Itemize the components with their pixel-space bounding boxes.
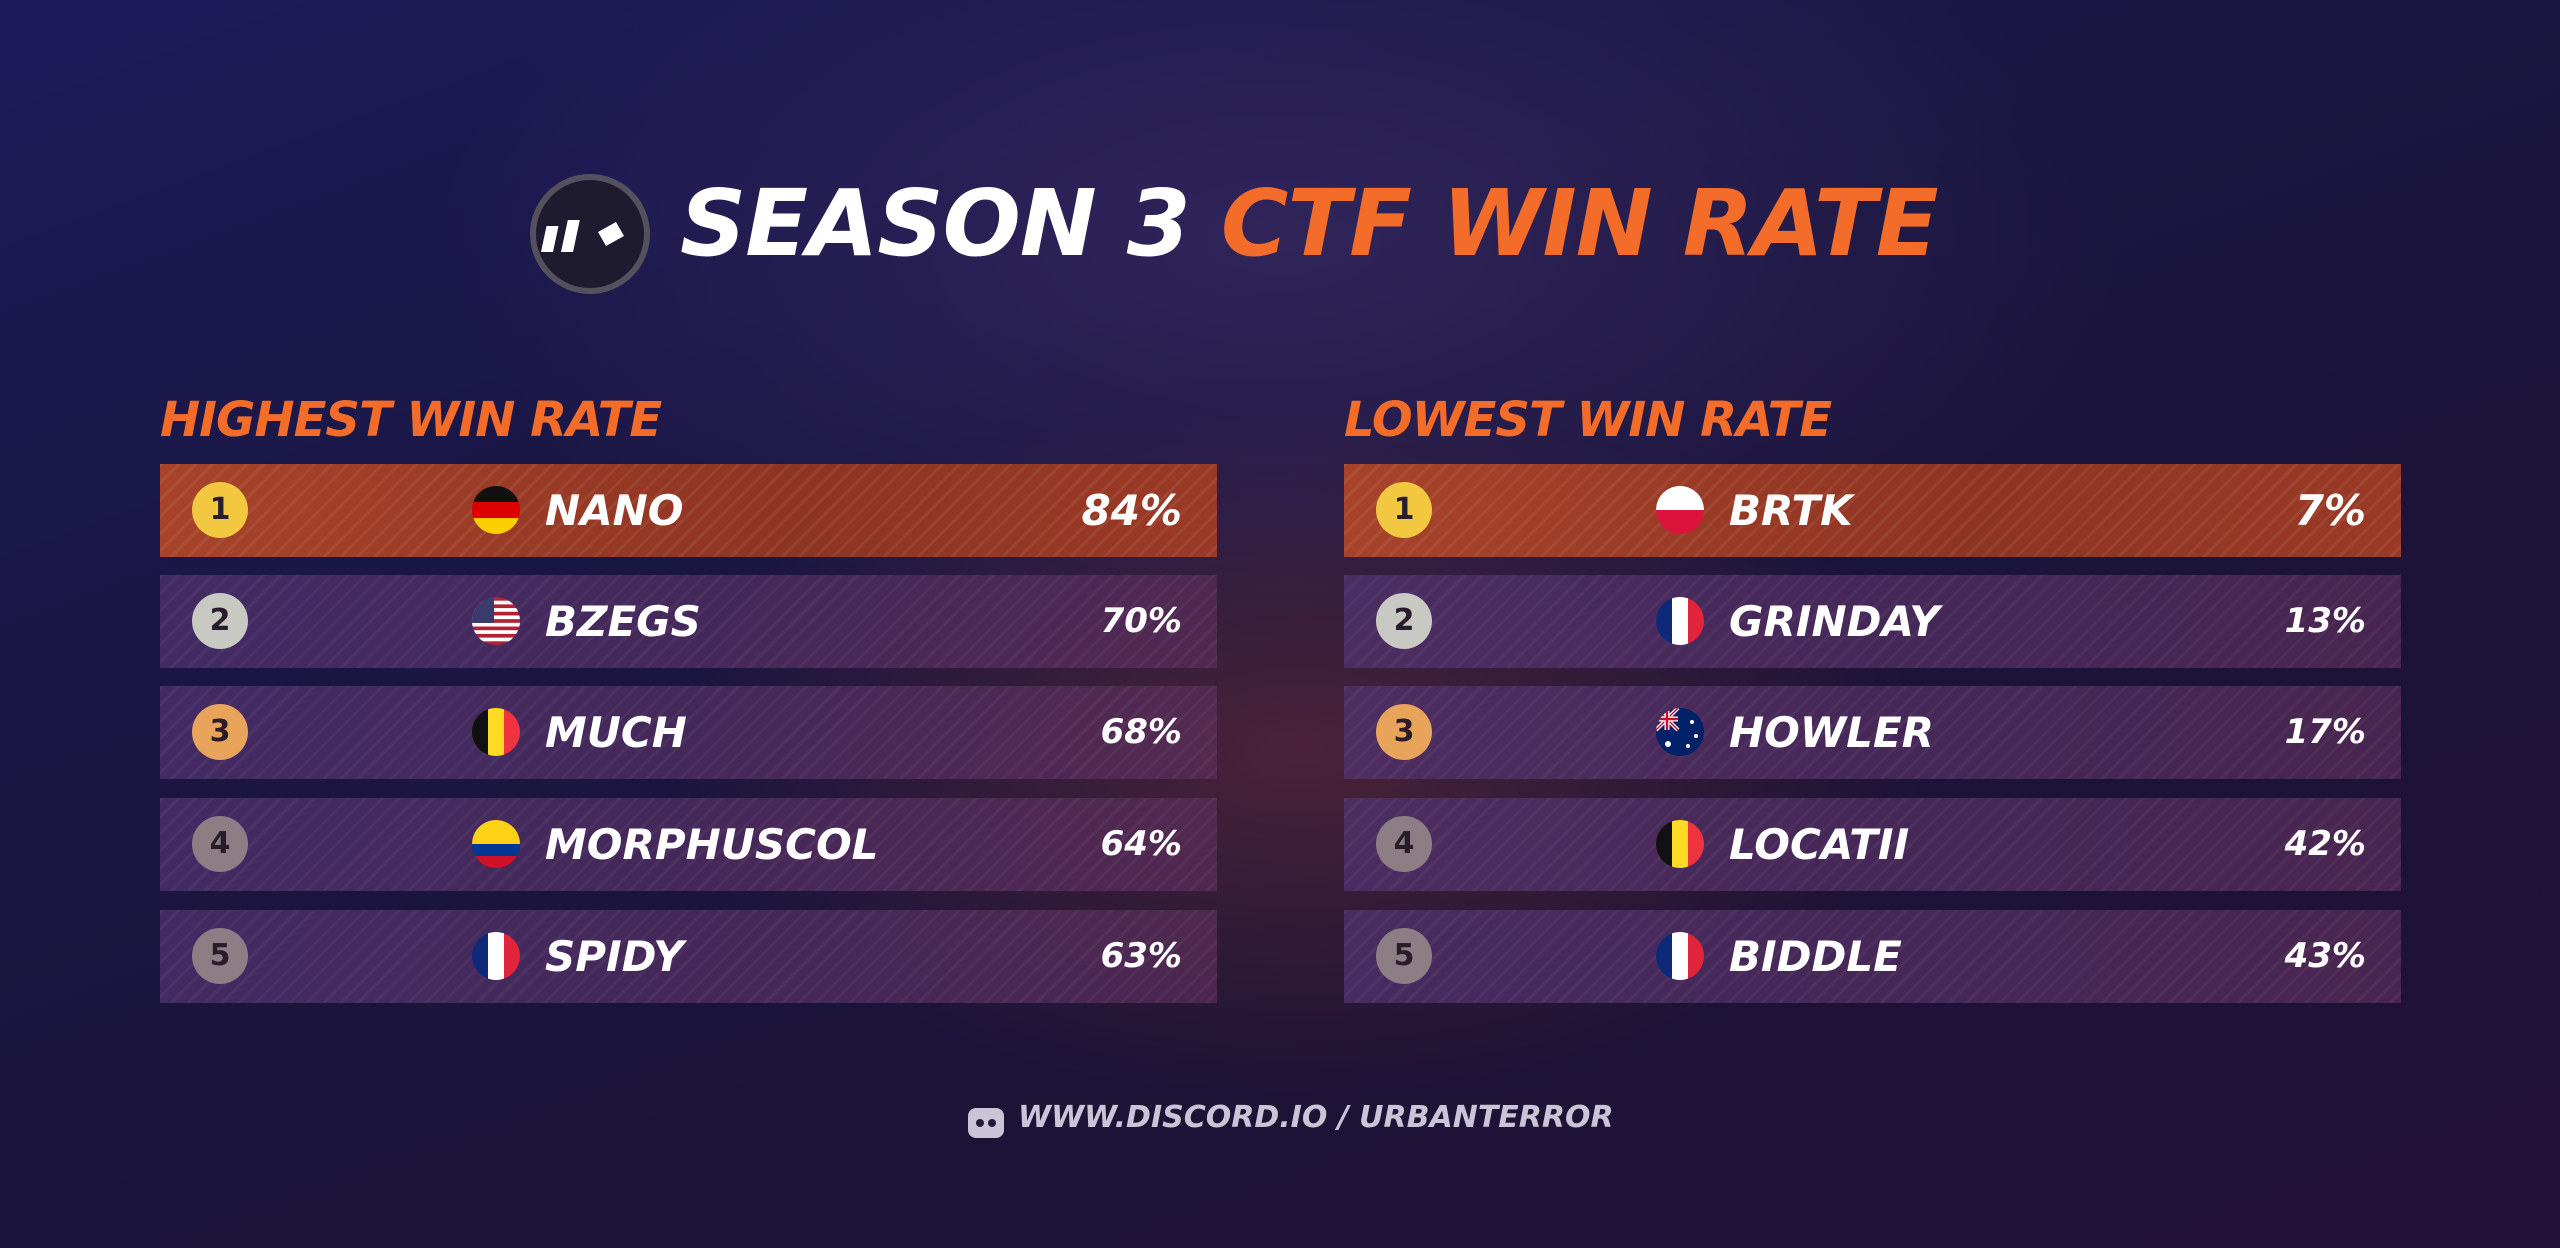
rank-badge: 3 bbox=[192, 704, 248, 760]
rank-badge: 5 bbox=[1376, 928, 1432, 984]
player-name: HOWLER bbox=[1729, 708, 1934, 757]
title: SEASON 3 CTF WIN RATE bbox=[680, 170, 1939, 277]
section-title: LOWEST WIN RATE bbox=[1344, 392, 1832, 448]
player-name: SPIDY bbox=[545, 932, 684, 981]
flag-icon bbox=[1656, 486, 1704, 534]
rank-badge: 1 bbox=[192, 482, 248, 538]
flag-icon bbox=[472, 932, 520, 980]
win-rate: 68% bbox=[1100, 712, 1182, 752]
player-name: GRINDAY bbox=[1729, 597, 1940, 646]
flag-icon bbox=[472, 820, 520, 868]
win-rate: 43% bbox=[2284, 936, 2366, 976]
rank-badge: 3 bbox=[1376, 704, 1432, 760]
win-rate: 63% bbox=[1100, 936, 1182, 976]
win-rate: 7% bbox=[2294, 486, 2366, 535]
rank-badge: 1 bbox=[1376, 482, 1432, 538]
table-row: 3 MUCH 68% bbox=[160, 686, 1217, 779]
table-row: 4 LOCATII 42% bbox=[1344, 798, 2401, 891]
table-row: 5 BIDDLE 43% bbox=[1344, 910, 2401, 1003]
table-row: 1 NANO 84% bbox=[160, 464, 1217, 557]
flag-icon bbox=[472, 597, 520, 645]
table-row: 2 GRINDAY 13% bbox=[1344, 575, 2401, 668]
win-rate: 70% bbox=[1100, 601, 1182, 641]
win-rate: 13% bbox=[2284, 601, 2366, 641]
rank-badge: 5 bbox=[192, 928, 248, 984]
footer-link: WWW.DISCORD.IO / URBANTERROR bbox=[1018, 1100, 1614, 1135]
flag-icon bbox=[472, 708, 520, 756]
flag-icon bbox=[1656, 597, 1704, 645]
section-title: HIGHEST WIN RATE bbox=[160, 392, 662, 448]
rank-badge: 2 bbox=[1376, 593, 1432, 649]
rank-badge: 4 bbox=[192, 816, 248, 872]
player-name: MORPHUSCOL bbox=[545, 820, 879, 869]
title-orange: CTF WIN RATE bbox=[1220, 170, 1939, 277]
player-name: LOCATII bbox=[1729, 820, 1910, 869]
player-name: BIDDLE bbox=[1729, 932, 1902, 981]
rank-badge: 4 bbox=[1376, 816, 1432, 872]
table-row: 2 BZEGS 70% bbox=[160, 575, 1217, 668]
logo bbox=[530, 174, 650, 294]
discord-icon bbox=[968, 1108, 1004, 1138]
win-rate: 84% bbox=[1081, 486, 1182, 535]
player-name: MUCH bbox=[545, 708, 687, 757]
player-name: NANO bbox=[545, 486, 684, 535]
player-name: BRTK bbox=[1729, 486, 1853, 535]
table-row: 1 BRTK 7% bbox=[1344, 464, 2401, 557]
table-row: 5 SPIDY 63% bbox=[160, 910, 1217, 1003]
win-rate: 17% bbox=[2284, 712, 2366, 752]
flag-icon bbox=[472, 486, 520, 534]
player-name: BZEGS bbox=[545, 597, 701, 646]
flag-icon bbox=[1656, 820, 1704, 868]
flag-icon bbox=[1656, 708, 1704, 756]
win-rate: 64% bbox=[1100, 824, 1182, 864]
win-rate: 42% bbox=[2284, 824, 2366, 864]
flag-icon bbox=[1656, 932, 1704, 980]
title-white: SEASON 3 bbox=[680, 170, 1191, 277]
table-row: 3 HOWLER 17% bbox=[1344, 686, 2401, 779]
table-row: 4 MORPHUSCOL 64% bbox=[160, 798, 1217, 891]
rank-badge: 2 bbox=[192, 593, 248, 649]
